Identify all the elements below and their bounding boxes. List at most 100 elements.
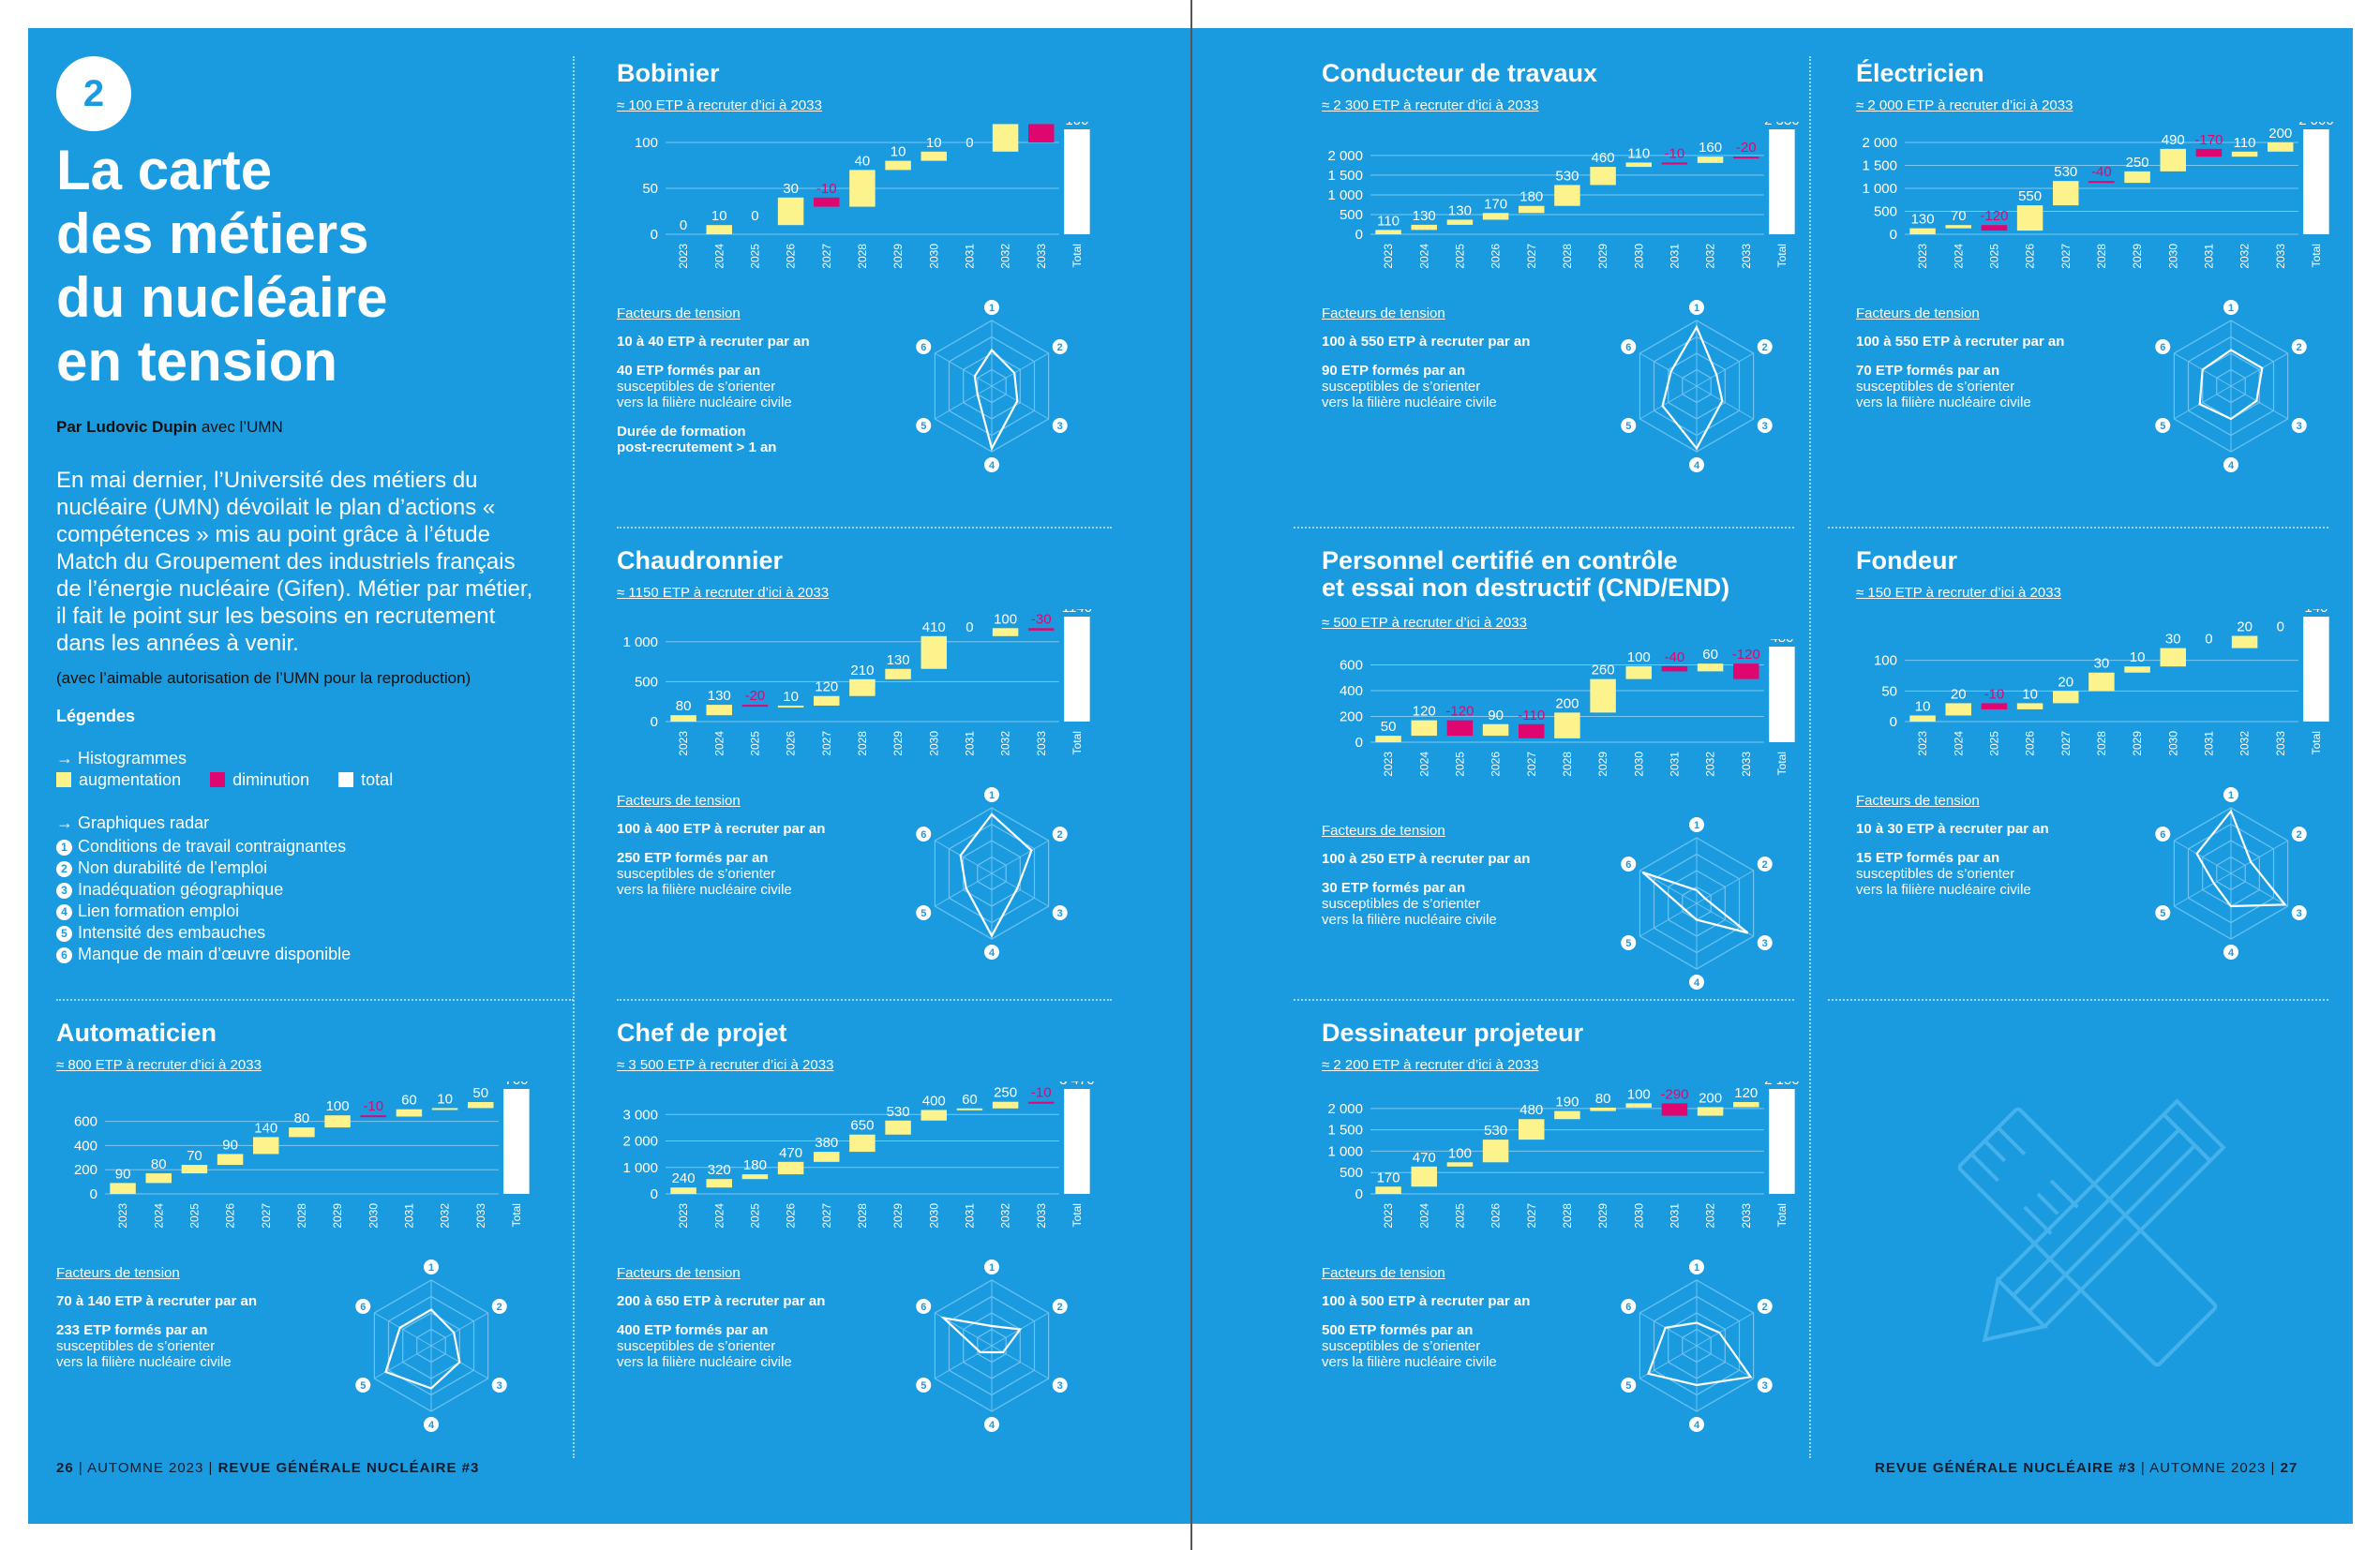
factor-highlight: 40 ETP formés par an: [617, 363, 761, 379]
radar-axis-number: [984, 945, 999, 960]
radar-axis-number: [2223, 457, 2238, 472]
factor-detail: susceptibles de s’orienter: [56, 1338, 216, 1354]
increase-bar: [1519, 1119, 1545, 1140]
factor-detail: vers la filière nucléaire civile: [56, 1354, 232, 1370]
x-tick-label: 2023: [1382, 1203, 1395, 1229]
x-tick-label: 2030: [1632, 752, 1645, 777]
x-tick-label: 2029: [1596, 244, 1609, 269]
decrease-bar: [2088, 181, 2115, 184]
radar-axis: [991, 1345, 1049, 1379]
radar-axis-number: [1689, 300, 1704, 315]
radar-axis: [1639, 352, 1698, 387]
data-label: 0: [2277, 619, 2284, 635]
radar-chart-conducteur-de-travaux: 1 2 3 4 5 6: [1621, 300, 1773, 472]
column-divider: [1809, 56, 1811, 1458]
factors-title: Facteurs de tension: [617, 306, 741, 321]
x-tick-label: 2025: [748, 731, 761, 756]
radar-axis-number: [2155, 827, 2171, 842]
data-label: 60: [1702, 647, 1718, 663]
x-tick-label: 2024: [712, 1203, 726, 1229]
x-tick-label: 2030: [1632, 244, 1645, 269]
radar-axis-number: [1689, 457, 1704, 472]
data-label: 40: [855, 153, 871, 169]
x-tick-label: 2026: [224, 1203, 237, 1229]
increase-bar: [1482, 1140, 1509, 1163]
x-tick-label: 2029: [891, 244, 905, 269]
factor-detail: vers la filière nucléaire civile: [617, 1354, 792, 1370]
increase-bar: [2231, 635, 2258, 648]
data-label: 380: [815, 1135, 838, 1151]
radar-axis-number-text: 3: [2297, 421, 2302, 432]
y-tick-label: 2 000: [622, 1134, 658, 1150]
data-label: -40: [1665, 649, 1685, 665]
data-label: 320: [708, 1162, 731, 1178]
data-label: -20: [1031, 122, 1052, 123]
factor-highlight: 200 à 650 ETP à recruter par an: [617, 1293, 826, 1309]
increase-bar: [431, 1108, 458, 1110]
increase-bar: [1625, 162, 1652, 168]
increase-bar: [145, 1173, 172, 1184]
factor-highlight: 100 à 500 ETP à recruter par an: [1322, 1293, 1531, 1309]
chart-title: Dessinateur projeteur: [1322, 1019, 1584, 1047]
increase-bar: [1375, 1186, 1401, 1194]
footer-season: AUTOMNE 2023: [2149, 1460, 2267, 1476]
data-label: 400: [922, 1093, 946, 1109]
data-label: 470: [1413, 1150, 1436, 1166]
waterfall-chart-dessinateur-projeteur: 0 500 1 000 1 500 2 000 170 2023 470 2024 100 2025…: [1327, 1081, 1799, 1229]
radar-axis-number-text: 3: [1762, 938, 1768, 949]
x-tick-label: 2033: [1035, 1203, 1048, 1229]
radar-axis-number-text: 2: [1057, 342, 1063, 353]
x-tick-label: 2025: [1987, 731, 2000, 756]
y-tick-label: 1 000: [622, 634, 658, 650]
increase-bar: [992, 628, 1019, 636]
radar-axis-number: [2291, 827, 2307, 842]
radar-axis: [2174, 840, 2232, 874]
radar-axis-number-text: 5: [1625, 421, 1631, 432]
radar-axis-number: [984, 457, 999, 472]
factor-highlight: 500 ETP formés par an: [1322, 1322, 1474, 1338]
radar-axis: [2174, 872, 2232, 907]
radar-legend-item: 3 Inadéquation géographique: [56, 879, 351, 901]
factors-text: 100 à 500 ETP à recruter par an 500 ETP f…: [1322, 1293, 1594, 1370]
chart-subtitle: ≈ 500 ETP à recruter d’ici à 2033: [1322, 615, 1527, 631]
data-label: 2 330: [1764, 122, 1800, 128]
increase-bar: [1482, 723, 1509, 737]
data-label: 130: [1911, 212, 1935, 228]
factor-detail: susceptibles de s’orienter: [1856, 866, 2015, 882]
increase-bar: [814, 695, 840, 706]
x-tick-label: 2024: [1417, 244, 1430, 269]
radar-axis-number-text: 4: [989, 1420, 995, 1431]
x-tick-label: 2024: [1417, 1203, 1430, 1229]
pencil-and-ruler-icon: [1957, 1098, 2226, 1367]
radar-axis-number: [916, 1299, 932, 1314]
data-label: 130: [1413, 208, 1436, 224]
factor-highlight: 100 à 250 ETP à recruter par an: [1322, 851, 1531, 867]
radar-axis-number: [916, 418, 932, 433]
radar-axis-number-text: 4: [1694, 1420, 1700, 1431]
increase-bar: [1697, 156, 1724, 163]
x-tick-label: 2031: [2202, 244, 2215, 269]
data-label: 170: [1484, 196, 1507, 212]
factors-text: 10 à 30 ETP à recruter par an 15 ETP form…: [1856, 821, 2128, 898]
data-label: -120: [1980, 208, 2008, 224]
data-label: 2 000: [2298, 122, 2334, 128]
radar-legend-item: 4 Lien formation emploi: [56, 901, 351, 922]
x-tick-label: Total: [1775, 244, 1789, 267]
data-label: 480: [1770, 639, 1793, 646]
radar-axis-number: [491, 1378, 507, 1393]
radar-axis: [374, 1345, 432, 1379]
increase-bar: [2124, 666, 2150, 673]
radar-axis-number-text: 6: [1625, 1302, 1631, 1313]
factor-highlight: 100 à 550 ETP à recruter par an: [1856, 334, 2065, 350]
factors-text: 100 à 250 ETP à recruter par an 30 ETP fo…: [1322, 851, 1594, 928]
x-tick-label: 2023: [116, 1203, 129, 1229]
radar-axis: [935, 872, 993, 907]
x-tick-label: 2028: [1561, 752, 1574, 777]
increase-bar: [2088, 672, 2115, 692]
increase-bar: [814, 1152, 840, 1162]
legend-diminution: diminution: [232, 770, 310, 789]
divider: [56, 999, 574, 1001]
y-tick-label: 0: [1890, 227, 1897, 243]
factors-text: 100 à 400 ETP à recruter par an 250 ETP f…: [617, 821, 889, 898]
data-label: -10: [816, 181, 837, 197]
